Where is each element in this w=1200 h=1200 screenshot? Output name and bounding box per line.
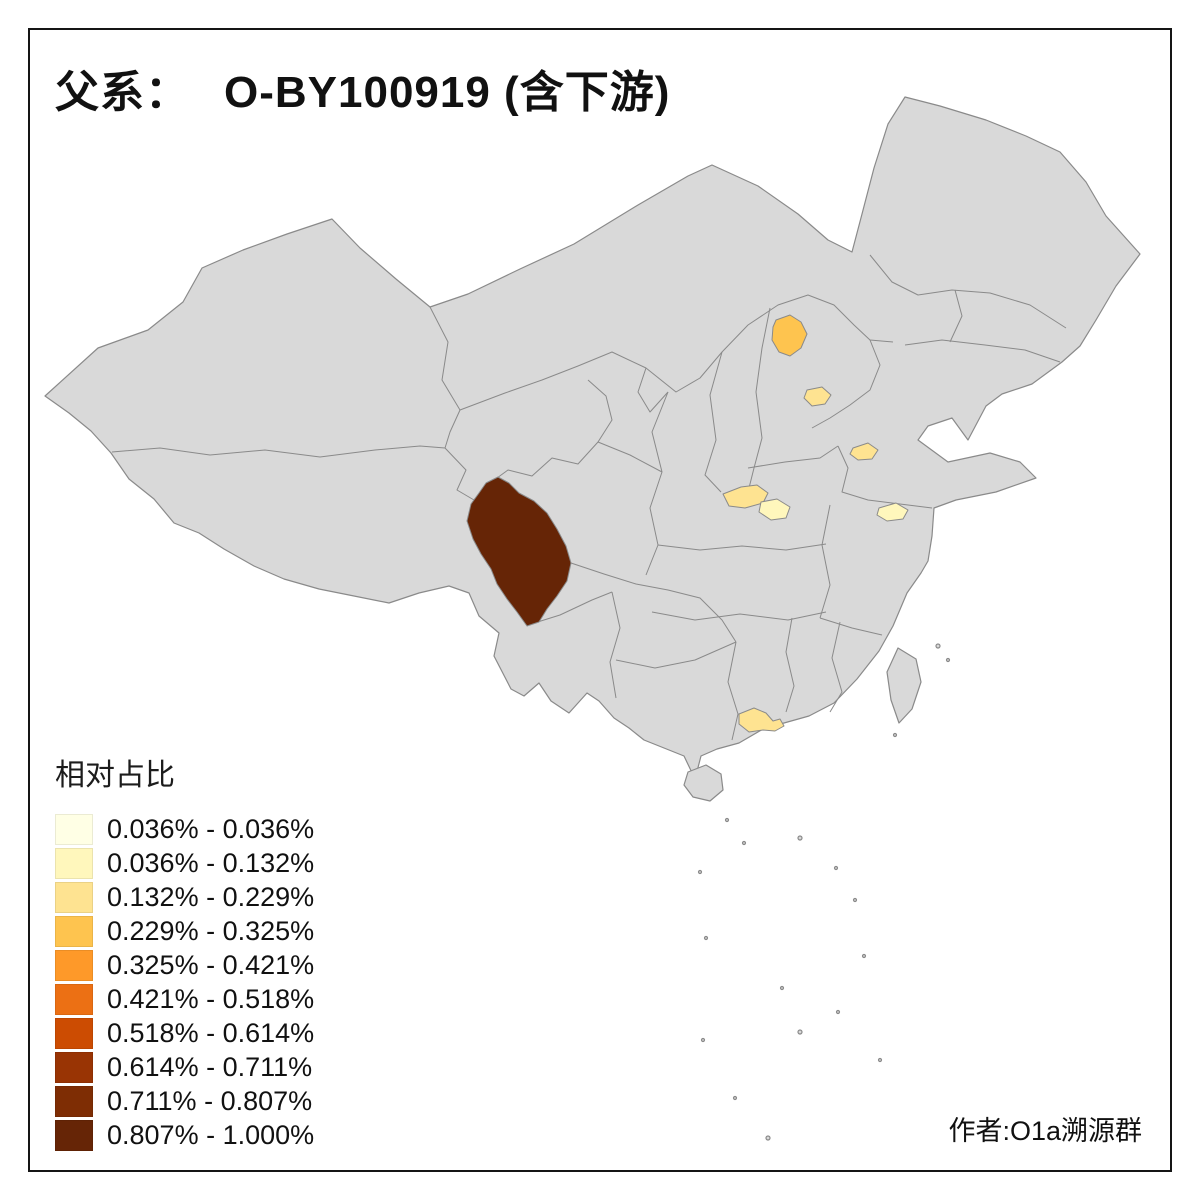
border-qinghai-gansu — [485, 379, 613, 487]
region-southern-shanxi — [722, 484, 769, 509]
legend-swatch — [55, 915, 93, 947]
islet — [697, 869, 703, 875]
islet — [703, 935, 709, 941]
legend-swatch — [55, 1085, 93, 1117]
border-yunnan-guizhou — [609, 591, 621, 699]
islet — [835, 1009, 841, 1015]
legend-swatch — [55, 1051, 93, 1083]
border-heilongjiang-jilin — [949, 289, 963, 343]
region-central-jiangsu — [876, 502, 909, 522]
legend-row: 0.229% - 0.325% — [55, 914, 314, 948]
islet — [833, 865, 839, 871]
border-zhejiang-anhui — [819, 617, 883, 636]
border-shaanxi-west — [645, 391, 669, 576]
border-hebei-east — [811, 339, 881, 429]
border-hebei-henan — [747, 445, 839, 469]
border-sichuan-south — [570, 562, 737, 643]
islet — [935, 643, 941, 649]
plot-title: 父系： O-BY100919 (含下游) — [55, 56, 670, 120]
islet — [861, 953, 867, 959]
legend-row: 0.614% - 0.711% — [55, 1050, 314, 1084]
islet — [797, 1029, 803, 1035]
legend-row: 0.807% - 1.000% — [55, 1118, 314, 1152]
islet — [724, 817, 730, 823]
border-xinjiang-gansu — [429, 306, 461, 449]
legend-label: 0.614% - 0.711% — [107, 1051, 313, 1082]
border-shanxi-shaanxi — [704, 351, 723, 493]
highlighted-regions — [466, 314, 909, 733]
small-islands — [697, 643, 951, 1141]
region-beijing — [771, 314, 808, 357]
islet — [877, 1057, 883, 1063]
islet — [765, 1135, 771, 1141]
legend-row: 0.518% - 0.614% — [55, 1016, 314, 1050]
region-pearl-river-delta — [738, 707, 785, 733]
legend-row: 0.036% - 0.132% — [55, 846, 314, 880]
border-shandong-south — [837, 445, 933, 509]
islet — [700, 1037, 706, 1043]
islet — [892, 732, 898, 738]
border-guangxi-guangdong — [727, 641, 739, 741]
title-main: O-BY100919 (含下游) — [224, 68, 671, 117]
legend-row: 0.325% - 0.421% — [55, 948, 314, 982]
legend-swatch — [55, 881, 93, 913]
title-prefix: 父系： — [55, 68, 190, 117]
border-henan-hubei — [657, 543, 827, 551]
legend-swatch — [55, 1017, 93, 1049]
legend-label: 0.036% - 0.036% — [107, 813, 315, 844]
hainan-island — [683, 764, 724, 802]
border-ningxia — [637, 367, 669, 413]
border-jiangxi-fujian — [829, 621, 843, 713]
taiwan-island — [886, 647, 922, 724]
islet — [732, 1095, 738, 1101]
border-anhui-east — [819, 504, 831, 619]
legend-row: 0.421% - 0.518% — [55, 982, 314, 1016]
border-heilongjiang-im — [869, 254, 1067, 329]
legend-row: 0.132% - 0.229% — [55, 880, 314, 914]
islet — [852, 897, 858, 903]
border-hubei-hunan — [651, 611, 827, 621]
islet — [945, 657, 951, 663]
region-western-henan — [758, 498, 791, 521]
legend-label: 0.711% - 0.807% — [107, 1085, 313, 1116]
legend-swatch — [55, 983, 93, 1015]
region-western-sichuan — [466, 476, 572, 627]
border-xinjiang-tibet — [111, 445, 446, 458]
region-western-shandong — [849, 442, 879, 461]
legend-rows: 0.036% - 0.036% 0.036% - 0.132% 0.132% - 0… — [55, 812, 314, 1152]
border-sichuan-yunnan — [527, 591, 613, 626]
islet — [797, 835, 803, 841]
legend-swatch — [55, 1119, 93, 1151]
border-hunan-jiangxi — [785, 617, 795, 713]
islet — [741, 840, 747, 846]
legend-label: 0.036% - 0.132% — [107, 847, 315, 878]
province-borders — [111, 254, 1067, 741]
border-sichuan-shaanxi — [597, 441, 663, 473]
legend-swatch — [55, 949, 93, 981]
author-credit: 作者:O1a溯源群 — [948, 1116, 1142, 1146]
region-tianjin-area — [803, 386, 832, 407]
legend-label: 0.229% - 0.325% — [107, 915, 315, 946]
legend-label: 0.421% - 0.518% — [107, 983, 315, 1014]
border-inner-mongolia-south — [459, 294, 894, 411]
legend-label: 0.518% - 0.614% — [107, 1017, 315, 1048]
legend-label: 0.807% - 1.000% — [107, 1119, 315, 1150]
legend-label: 0.132% - 0.229% — [107, 881, 315, 912]
islet — [779, 985, 785, 991]
border-jilin-liaoning — [904, 339, 1061, 363]
landmass-group — [44, 96, 1141, 802]
legend-swatch — [55, 813, 93, 845]
legend-swatch — [55, 847, 93, 879]
legend: 相对占比 0.036% - 0.036% 0.036% - 0.132% 0.132… — [55, 750, 314, 1152]
legend-row: 0.036% - 0.036% — [55, 812, 314, 846]
china-mainland-outline — [44, 96, 1141, 780]
legend-title: 相对占比 — [55, 759, 175, 792]
legend-label: 0.325% - 0.421% — [107, 949, 315, 980]
border-guizhou-guangxi — [615, 641, 737, 669]
legend-row: 0.711% - 0.807% — [55, 1084, 314, 1118]
border-hebei-shanxi — [747, 307, 771, 493]
